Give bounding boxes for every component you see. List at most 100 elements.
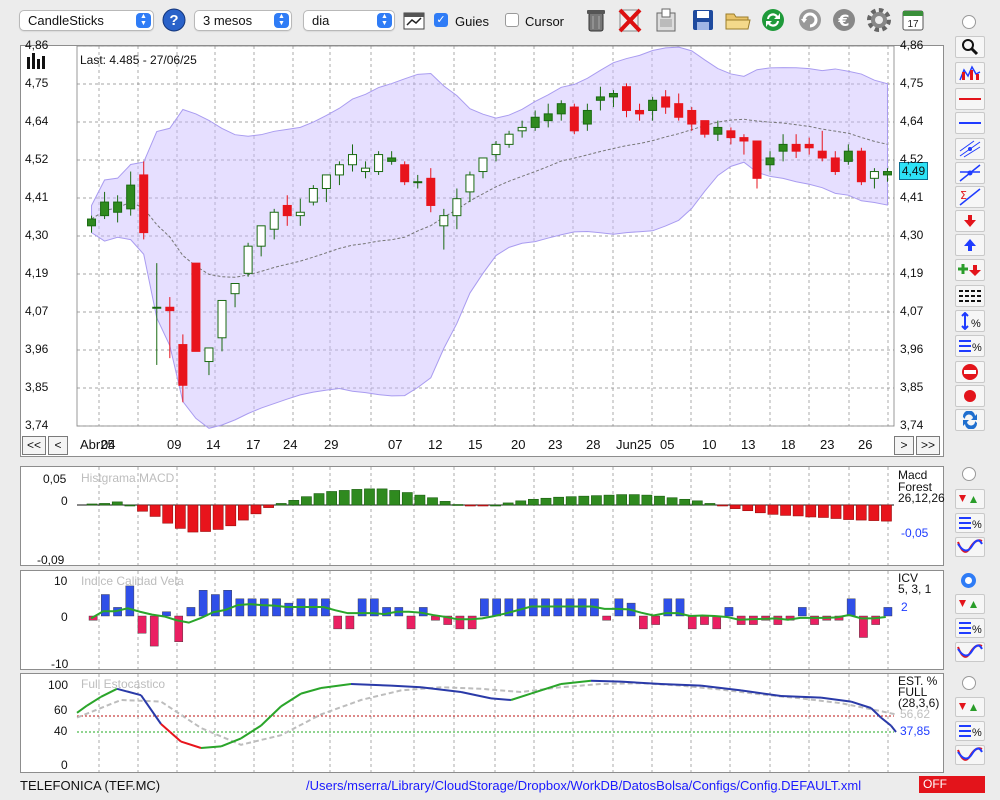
candle-body [543, 113, 553, 122]
stochastic-title: Full Estocastico [81, 677, 166, 691]
date-tick-label: 09 [167, 437, 182, 452]
chart-radio[interactable] [962, 15, 976, 29]
reload-button[interactable] [797, 6, 823, 34]
stoch-fast-line [700, 684, 742, 692]
off-indicator[interactable]: OFF [919, 776, 985, 793]
candle-body [334, 164, 344, 176]
candle-body [791, 143, 801, 152]
chart-type-select[interactable]: CandleSticks ▲ ▼ [19, 10, 154, 31]
nav-prev-button[interactable]: < [48, 436, 68, 455]
candle-body [243, 245, 253, 274]
add-signal-button[interactable] [955, 259, 985, 281]
nav-first-button[interactable]: << [22, 436, 46, 455]
macd-panel[interactable]: Histgrama MACD Macd Forest 26,12,26 -0,0… [20, 466, 945, 567]
channel-icon [959, 140, 981, 158]
delete-button[interactable] [617, 6, 643, 34]
help-button[interactable]: ? [160, 6, 188, 34]
macd-radio[interactable] [962, 467, 976, 481]
icv-bar [846, 598, 856, 617]
stoch-fast-line [780, 695, 822, 699]
price-tick-label: 4,41 [25, 190, 49, 204]
ticker-label: TELEFONICA (TEF.MC) [20, 778, 161, 793]
flag-button[interactable] [653, 6, 679, 34]
record-button[interactable] [955, 385, 985, 407]
settings-button[interactable] [865, 6, 891, 34]
macd-bar [225, 504, 237, 527]
price-chart[interactable] [21, 46, 943, 456]
date-tick-label: 12 [428, 437, 443, 452]
period-value: 3 mesos [203, 13, 253, 28]
trash-button[interactable] [583, 6, 609, 34]
icv-bar [516, 598, 526, 617]
icv-signal-button[interactable] [955, 594, 985, 614]
calendar-icon: 17 [902, 10, 924, 31]
macd-percent-button[interactable]: % [955, 513, 985, 533]
stochastic-radio[interactable] [962, 676, 976, 690]
svg-text:%: % [972, 342, 982, 354]
trendline-tool-button[interactable] [955, 162, 985, 184]
stochastic-signal-button[interactable] [955, 697, 985, 717]
bar-chart-icon[interactable] [27, 53, 47, 72]
horizontal-line-red-button[interactable] [955, 88, 985, 110]
icv-bar [186, 607, 196, 617]
icv-bar [101, 594, 110, 617]
channel-tool-button[interactable] [955, 138, 985, 160]
date-tick-label: Abr25 [80, 437, 115, 452]
macd-bar [654, 495, 665, 506]
candle-type-button[interactable] [955, 62, 985, 84]
no-entry-button[interactable] [955, 361, 985, 383]
curve-icon [957, 644, 983, 658]
nav-last-button[interactable]: >> [916, 436, 940, 455]
calendar-button[interactable]: 17 [900, 6, 926, 34]
candle-body [595, 96, 605, 101]
open-folder-button[interactable] [725, 6, 751, 34]
stochastic-panel[interactable]: Full Estocastico EST. % FULL (28,3,6) 56… [20, 673, 944, 773]
period-select[interactable]: 3 mesos ▲ ▼ [194, 10, 292, 31]
icv-radio[interactable] [961, 573, 976, 588]
macd-histogram[interactable] [21, 467, 943, 565]
nav-next-button[interactable]: > [894, 436, 914, 455]
candle-body [804, 143, 814, 149]
calendar-range-button[interactable] [401, 6, 427, 34]
icv-bar [174, 615, 184, 642]
icv-signal-green [90, 603, 886, 624]
macd-curve-button[interactable] [955, 537, 985, 557]
stochastic-percent-button[interactable]: % [955, 721, 985, 741]
refresh-button[interactable] [760, 6, 786, 34]
current-price-tag: 4,49 [899, 162, 928, 180]
macd-side-label-2: Forest [898, 480, 933, 494]
candle-body [282, 204, 292, 217]
currency-button[interactable]: € [831, 6, 857, 34]
curve-icon [957, 539, 983, 553]
config-path-link[interactable]: /Users/mserra/Library/CloudStorage/Dropb… [306, 778, 862, 793]
stoch-fast-line [180, 740, 202, 749]
fibonacci-tool-button[interactable]: Σ [955, 186, 985, 208]
percent-lines-button[interactable]: % [955, 335, 985, 357]
icv-curve-button[interactable] [955, 642, 985, 662]
icv-chart[interactable] [21, 571, 943, 669]
stochastic-chart[interactable] [21, 674, 943, 772]
price-tick-label: 4,07 [25, 304, 49, 318]
gear-icon [867, 8, 891, 32]
cursor-checkbox[interactable] [505, 13, 519, 27]
save-button[interactable] [690, 6, 716, 34]
icv-percent-button[interactable]: % [955, 618, 985, 638]
stoch-fast-line [220, 737, 242, 748]
scale-percent-button[interactable]: % [955, 310, 985, 332]
guies-checkbox[interactable]: ✓ [434, 13, 448, 27]
buy-arrow-button[interactable] [955, 234, 985, 256]
stoch-ytick-0: 0 [61, 758, 68, 772]
stochastic-curve-button[interactable] [955, 745, 985, 765]
macd-bar [729, 504, 741, 509]
icv-bar [149, 615, 159, 647]
sell-arrow-button[interactable] [955, 210, 985, 232]
horizontal-line-blue-button[interactable] [955, 112, 985, 134]
interval-select[interactable]: dia ▲ ▼ [303, 10, 395, 31]
zoom-button[interactable] [955, 36, 985, 58]
swap-button[interactable] [955, 409, 985, 431]
macd-bar [767, 504, 779, 515]
icv-panel[interactable]: Indice Calidad Vela ICV 5, 3, 1 2 10 0 -… [20, 570, 944, 671]
price-chart-panel[interactable]: Last: 4.485 - 27/06/25 4,49 << < > >> Ab… [20, 38, 944, 457]
hlines-button[interactable] [955, 285, 985, 307]
macd-signal-button[interactable] [955, 489, 985, 509]
